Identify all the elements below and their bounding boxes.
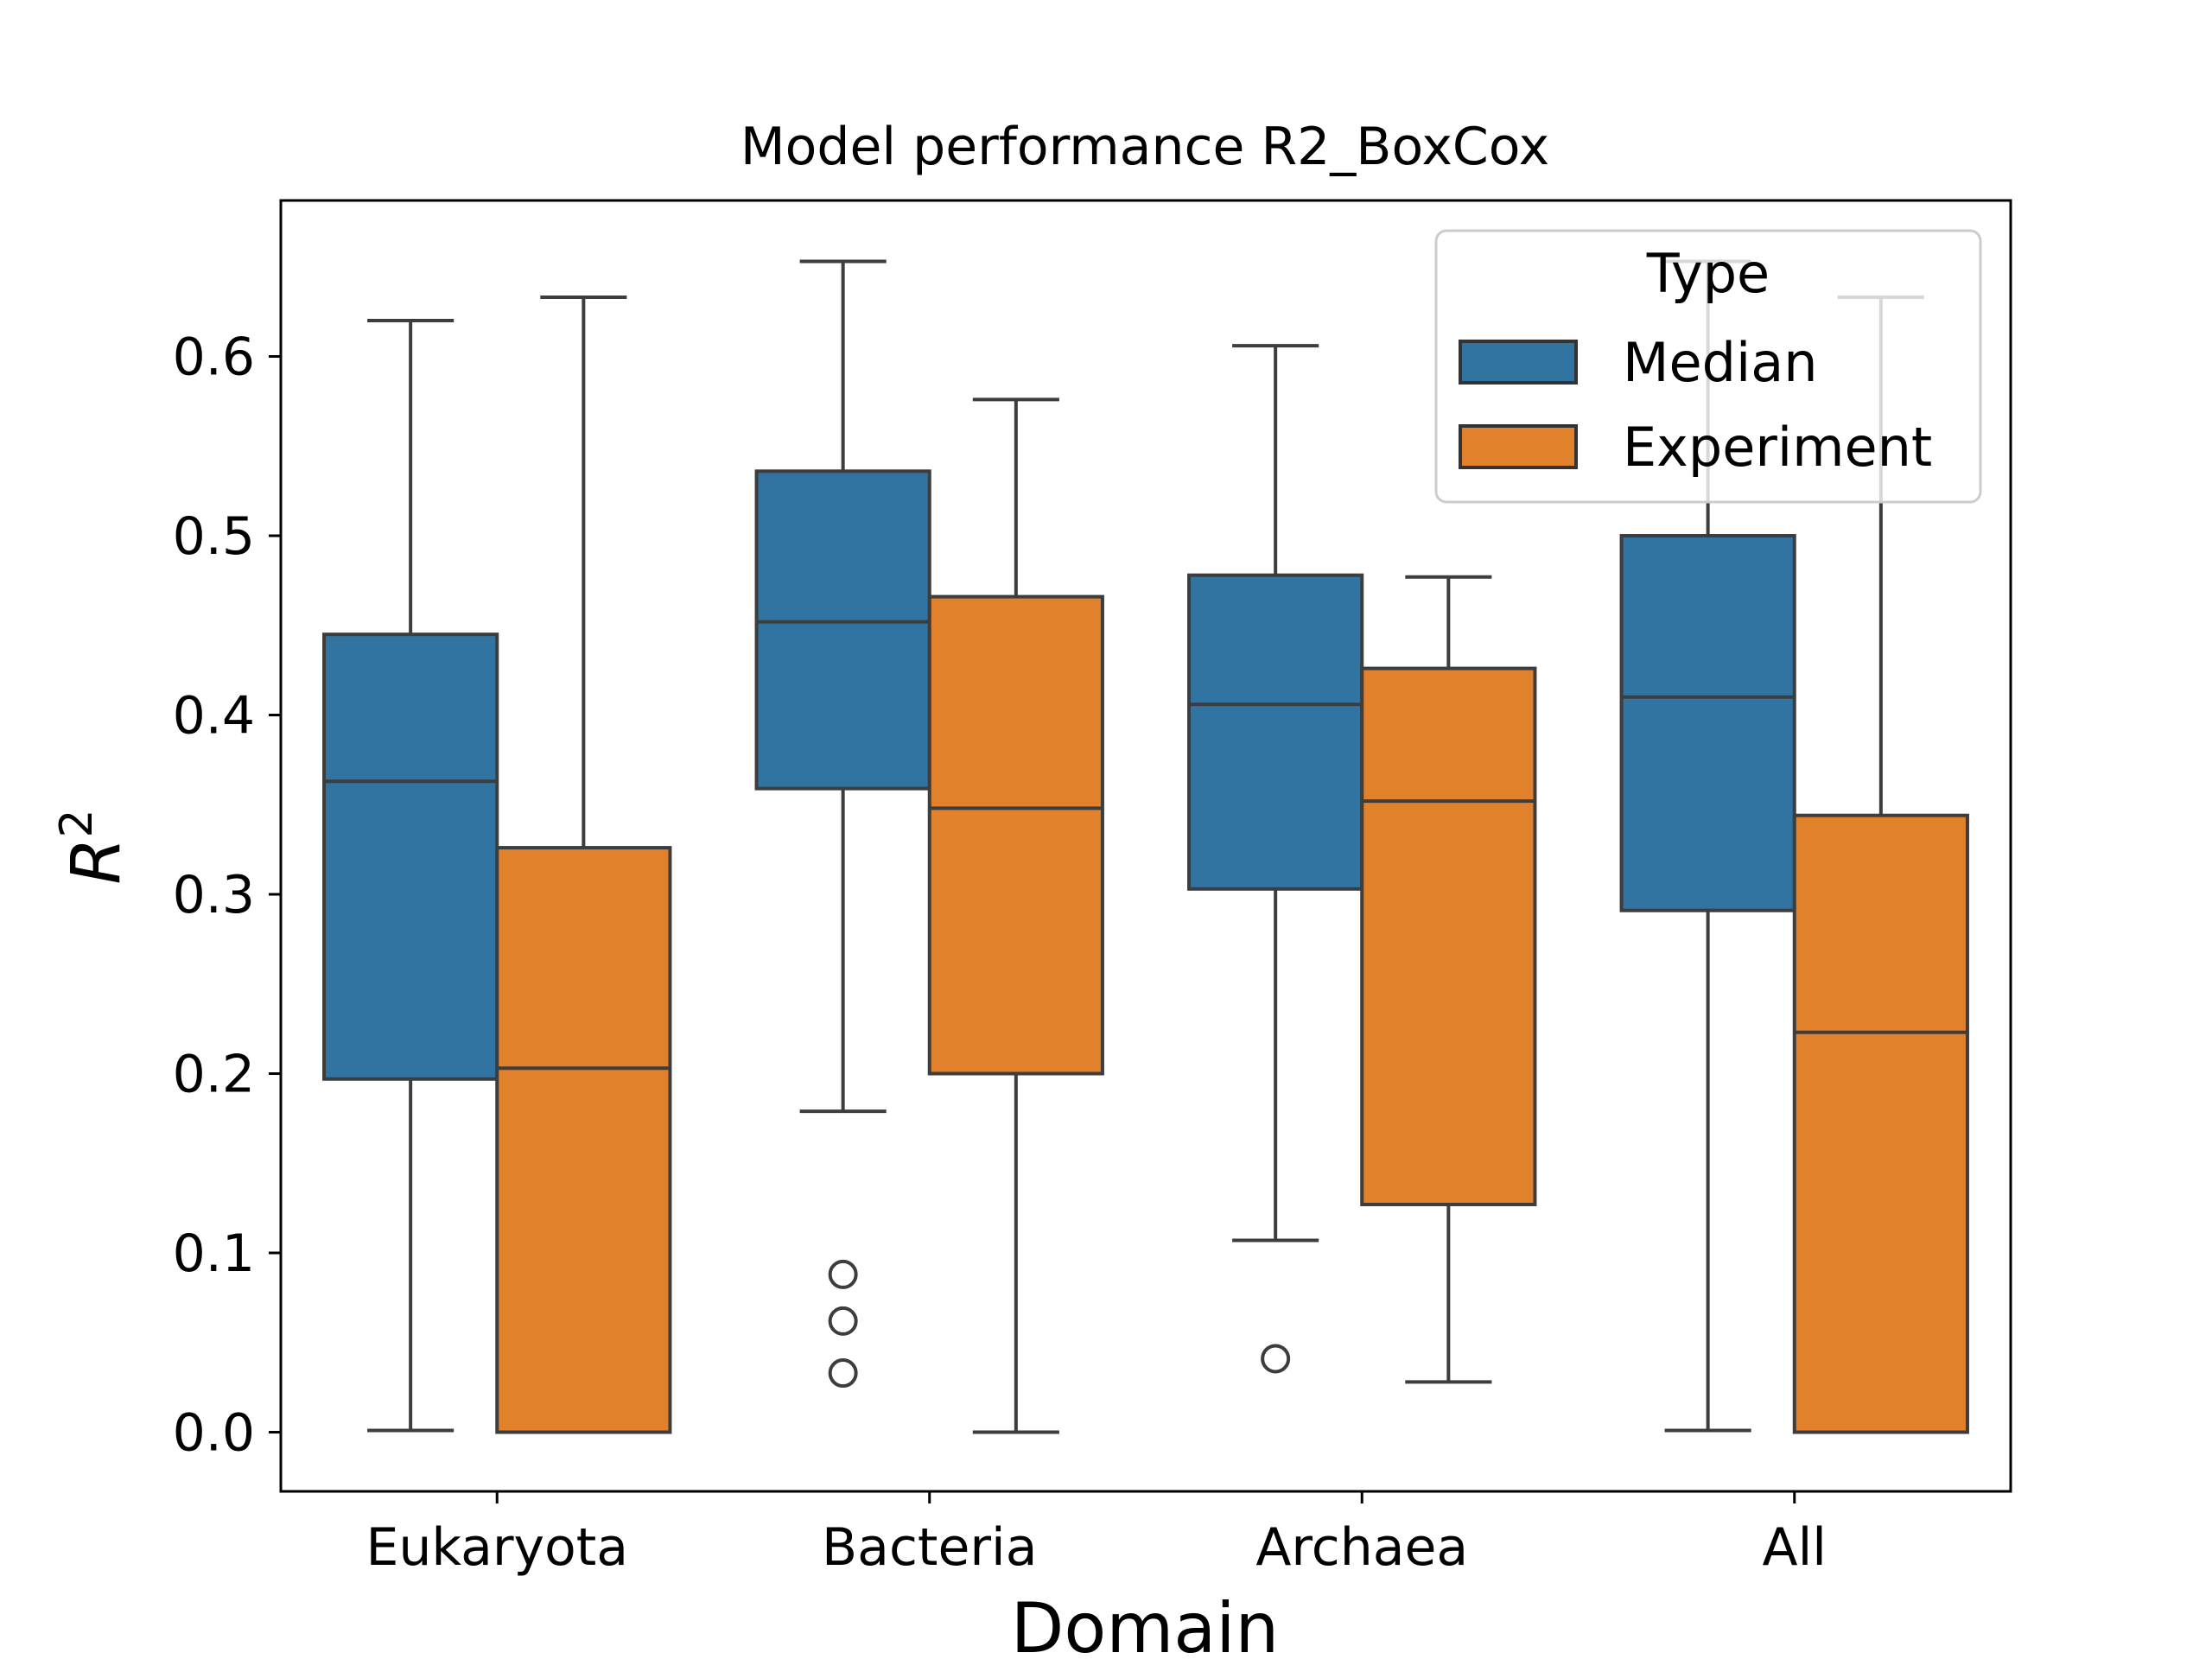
plot-area — [322, 259, 1969, 1434]
legend-label-median: Median — [1623, 331, 1818, 394]
y-axis-label: R2 — [51, 809, 136, 884]
x-axis: Eukaryota Bacteria Archaea All — [365, 1491, 1827, 1578]
y-tick-label: 0.3 — [173, 865, 255, 925]
box-group-archaea-median — [1187, 344, 1364, 1374]
legend-swatch-experiment — [1459, 424, 1578, 469]
y-tick-label: 0.4 — [173, 686, 255, 747]
x-axis-label: Domain — [1011, 1588, 1279, 1659]
legend-swatch-median — [1459, 340, 1578, 385]
x-tick-label: Eukaryota — [365, 1517, 628, 1578]
y-axis: 0.0 0.1 0.2 0.3 0.4 0.5 0.6 — [173, 327, 281, 1464]
y-axis-label-superscript: 2 — [51, 809, 103, 837]
box-group-all-experiment — [1792, 296, 1969, 1434]
box-iqr — [1187, 573, 1364, 891]
plot-frame — [279, 199, 2012, 1493]
box-iqr — [754, 469, 931, 791]
y-tick-label: 0.5 — [173, 506, 255, 567]
chart-title: Model performance R2_BoxCox — [741, 117, 1549, 177]
box-group-all-median — [1619, 259, 1796, 1433]
box-iqr — [1792, 813, 1969, 1434]
y-tick-label: 0.2 — [173, 1045, 255, 1105]
box-iqr — [322, 632, 499, 1081]
box-iqr — [927, 594, 1104, 1076]
box-group-eukaryota-median — [322, 319, 499, 1433]
y-tick-label: 0.6 — [173, 327, 255, 388]
legend: Type Median Experiment — [1434, 229, 1982, 504]
box-iqr — [1619, 534, 1796, 912]
outlier-point — [1261, 1344, 1291, 1374]
y-tick-label: 0.0 — [173, 1403, 255, 1464]
x-tick-label: All — [1763, 1517, 1827, 1578]
y-tick-label: 0.1 — [173, 1224, 255, 1284]
legend-title: Type — [1646, 242, 1770, 305]
x-tick-label: Bacteria — [822, 1517, 1037, 1578]
outlier-point — [828, 1358, 858, 1389]
y-axis-label-base: R — [58, 837, 136, 884]
box-group-archaea-experiment — [1360, 575, 1537, 1384]
legend-label-experiment: Experiment — [1623, 416, 1932, 479]
outlier-point — [828, 1259, 858, 1289]
box-iqr — [1360, 666, 1537, 1206]
box-iqr — [495, 846, 672, 1434]
x-tick-label: Archaea — [1255, 1517, 1468, 1578]
box-group-eukaryota-experiment — [495, 296, 672, 1434]
box-group-bacteria-experiment — [927, 397, 1104, 1434]
outlier-point — [828, 1306, 858, 1336]
box-group-bacteria-median — [754, 259, 931, 1389]
